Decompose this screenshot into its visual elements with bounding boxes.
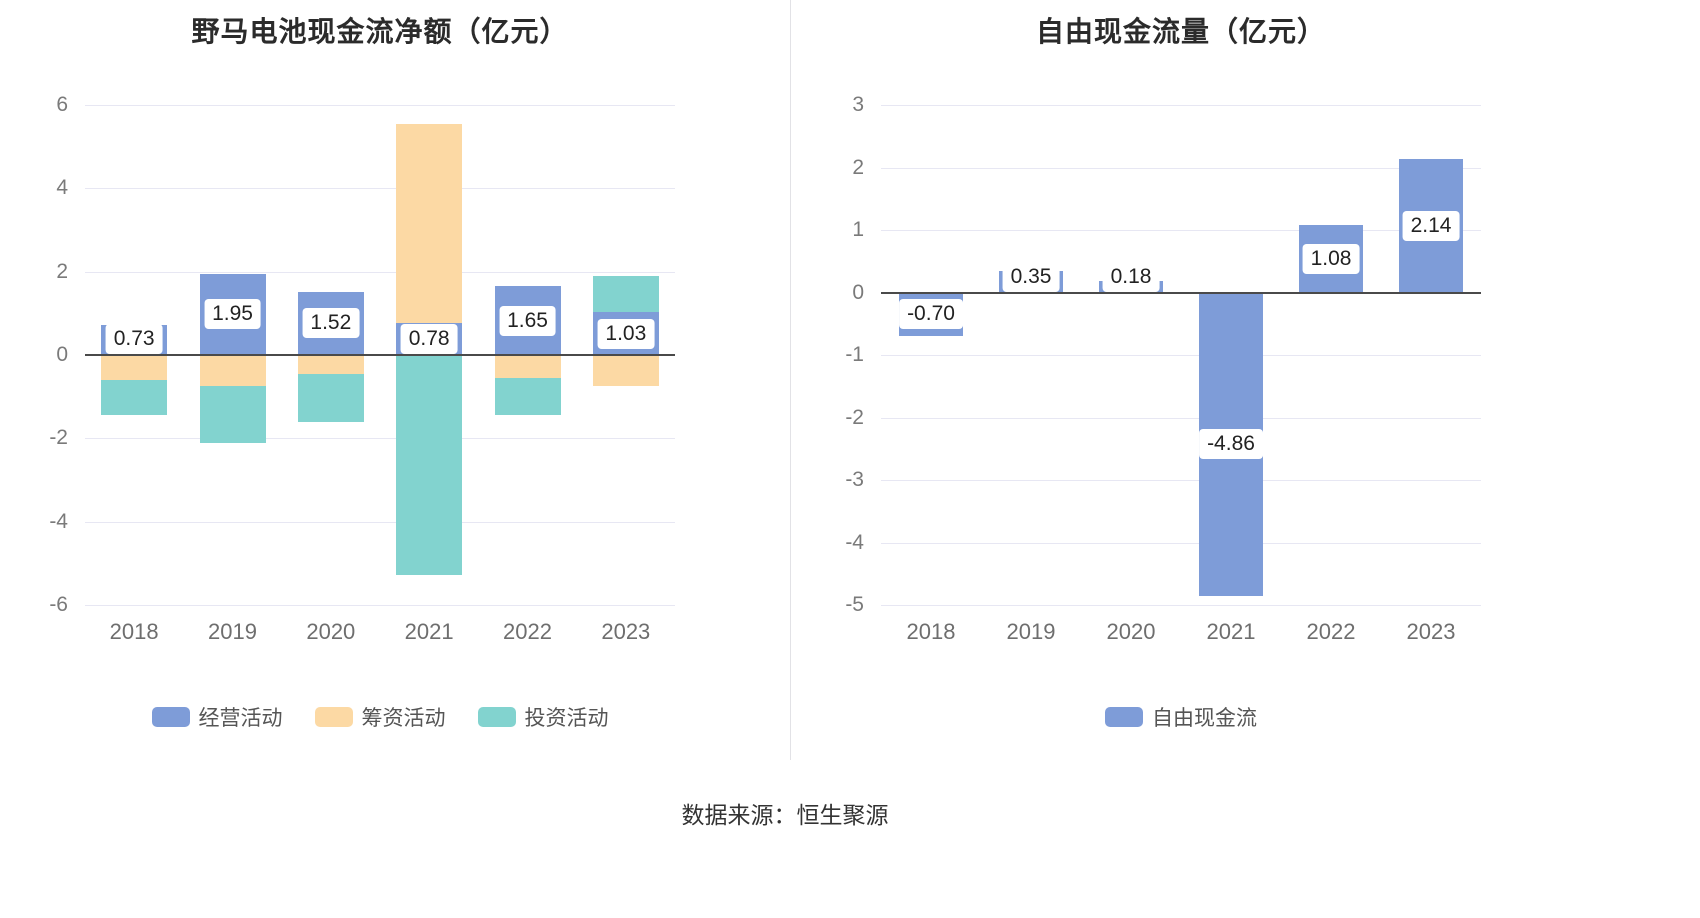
grid-line (881, 605, 1481, 606)
value-label: -0.70 (899, 299, 963, 330)
grid-line (85, 188, 675, 190)
x-tick-label: 2018 (109, 619, 159, 644)
bar-segment (494, 377, 561, 416)
cashflow-chart-plot: 6 4 2 0 -2 -4 -6 2018 0.73 2019 1.95 2020 1.52 2021 0.… (49, 93, 675, 644)
grid-line (85, 521, 675, 523)
value-label: 2.14 (1402, 210, 1460, 241)
legend-item: 自由现金流 (1105, 702, 1257, 732)
value-label: 0.18 (1102, 261, 1160, 292)
legend-label: 自由现金流 (1152, 707, 1257, 730)
charts-row: 野马电池现金流净额（亿元） 6 4 2 0 -2 -4 -6 2018 0.73 2019 1.95… (0, 0, 1700, 760)
cashflow-chart-title: 野马电池现金流净额（亿元） (191, 16, 569, 47)
x-tick-label: 2019 (1006, 619, 1056, 644)
value-label: 0.73 (105, 324, 163, 354)
value-label: 1.95 (204, 299, 261, 330)
y-tick-label: -3 (845, 468, 864, 491)
value-label: 1.52 (302, 308, 360, 339)
legend-swatch (314, 707, 353, 727)
x-tick-label: 2019 (208, 619, 257, 644)
grid-line (881, 355, 1481, 356)
grid-line (881, 230, 1481, 231)
grid-line (85, 438, 675, 440)
freecashflow-chart-legend: 自由现金流 (881, 702, 1481, 732)
y-tick-label: 3 (852, 93, 864, 116)
y-tick-label: -4 (49, 509, 68, 533)
x-tick-label: 2022 (1306, 619, 1356, 644)
bar-segment (101, 380, 168, 416)
grid-line (881, 542, 1481, 544)
cashflow-chart-legend: 经营活动 筹资活动 投资活动 (85, 702, 675, 732)
grid-line (85, 271, 675, 273)
grid-line (85, 605, 675, 606)
x-tick-label: 2018 (906, 619, 956, 644)
x-tick-label: 2020 (306, 619, 356, 644)
y-tick-label: -4 (845, 530, 864, 554)
value-label: 1.08 (1302, 243, 1360, 274)
y-tick-label: -6 (49, 593, 68, 616)
x-tick-label: 2021 (404, 619, 454, 644)
freecashflow-chart-title: 自由现金流量（亿元） (1035, 16, 1326, 47)
value-label: 0.35 (1002, 261, 1060, 292)
legend-label: 筹资活动 (361, 707, 446, 730)
bar-segment (592, 355, 659, 387)
legend-item: 经营活动 (151, 702, 283, 732)
legend-swatch (1105, 707, 1143, 727)
value-label: -4.86 (1199, 429, 1263, 460)
legend-item: 投资活动 (477, 702, 609, 732)
legend-item: 筹资活动 (314, 702, 446, 732)
cashflow-chart-panel: 野马电池现金流净额（亿元） 6 4 2 0 -2 -4 -6 2018 0.73 2019 1.95… (0, 0, 791, 760)
grid-line (881, 167, 1481, 169)
grid-line (881, 105, 1481, 106)
data-source: 数据来源：恒生聚源 (681, 802, 889, 828)
grid-line (85, 105, 675, 106)
grid-line (881, 480, 1481, 481)
x-tick-label: 2020 (1106, 619, 1156, 644)
legend-label: 投资活动 (524, 707, 609, 730)
freecashflow-chart-panel: 自由现金流量（亿元） 3 2 1 0 -1 -2 -3 -4 -5 2018 -0.70 2019 0.… (791, 0, 1700, 760)
y-tick-label: 2 (56, 259, 68, 283)
grid-line (881, 417, 1481, 419)
zero-axis-line (881, 291, 1481, 294)
x-tick-label: 2022 (503, 619, 552, 644)
value-label: 1.65 (499, 305, 556, 336)
y-tick-label: 6 (56, 93, 68, 116)
x-tick-label: 2023 (601, 619, 651, 644)
y-tick-label: -2 (845, 405, 864, 429)
y-tick-label: -2 (49, 426, 68, 450)
value-label: 1.03 (597, 318, 655, 349)
bar-segment (396, 123, 463, 323)
x-tick-label: 2023 (1406, 619, 1456, 644)
x-tick-label: 2021 (1206, 619, 1256, 644)
freecashflow-chart-plot: 3 2 1 0 -1 -2 -3 -4 -5 2018 -0.70 2019 0.35 2020 0.18 2… (845, 93, 1481, 644)
bar-segment (297, 355, 364, 374)
bar-segment (199, 355, 266, 387)
y-tick-label: 2 (852, 155, 864, 179)
y-tick-label: 4 (56, 176, 68, 200)
zero-axis-line (85, 354, 675, 356)
bar-segment (494, 355, 561, 378)
y-tick-label: 0 (852, 280, 864, 304)
bar-segment (592, 275, 659, 313)
legend-label: 经营活动 (198, 707, 283, 730)
y-tick-label: 1 (852, 218, 864, 241)
bar-segment (297, 373, 364, 422)
y-tick-label: -5 (845, 593, 864, 616)
bar-segment (101, 355, 168, 380)
legend-swatch (477, 707, 516, 727)
value-label: 0.78 (400, 323, 458, 354)
legend-swatch (151, 707, 190, 727)
bar-segment (199, 386, 266, 443)
y-tick-label: 0 (56, 343, 68, 366)
y-tick-label: -1 (845, 343, 864, 366)
bar-segment (396, 355, 463, 575)
